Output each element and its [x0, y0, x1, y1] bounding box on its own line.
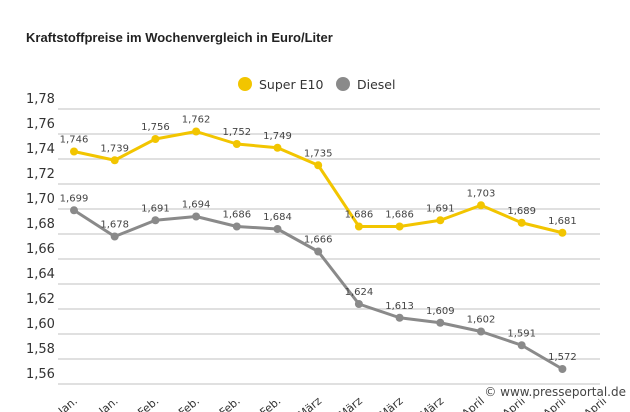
data-point: [477, 327, 485, 336]
data-label: 1,739: [100, 143, 129, 154]
data-label: 1,686: [385, 210, 414, 221]
data-label: 1,752: [222, 127, 251, 138]
data-label: 1,762: [182, 115, 211, 126]
y-tick-label: 1,72: [26, 167, 55, 182]
data-point: [395, 222, 404, 231]
y-tick-label: 1,66: [26, 242, 55, 257]
x-tick-label: Feb.: [135, 394, 161, 412]
data-label: 1,609: [426, 306, 455, 317]
data-point: [110, 156, 119, 165]
data-point: [354, 300, 363, 308]
data-point: [517, 218, 526, 227]
watermark: © www.presseportal.de: [484, 385, 626, 399]
y-tick-label: 1,70: [26, 192, 55, 207]
data-label: 1,684: [263, 212, 292, 223]
y-tick-label: 1,62: [26, 292, 55, 307]
legend-marker-1: [336, 77, 350, 91]
data-point: [395, 313, 404, 322]
y-tick-label: 1,78: [26, 92, 55, 107]
data-point: [192, 127, 201, 136]
data-point: [151, 216, 160, 225]
data-label: 1,624: [345, 287, 374, 298]
data-label: 1,691: [141, 203, 170, 214]
y-tick-label: 1,74: [26, 142, 55, 157]
data-point: [436, 318, 445, 327]
legend-marker-0: [238, 77, 252, 91]
x-tick-label: Jan.: [55, 394, 80, 412]
data-point: [273, 225, 282, 233]
data-label: 1,666: [304, 235, 333, 246]
data-label: 1,749: [263, 131, 292, 142]
data-point: [110, 232, 119, 241]
data-point: [232, 140, 241, 148]
x-tick-label: März: [336, 394, 365, 412]
data-label: 1,686: [345, 210, 374, 221]
data-label: 1,689: [507, 206, 536, 217]
y-tick-label: 1,58: [26, 342, 55, 357]
x-tick-label: April: [459, 394, 487, 412]
x-tick-label: März: [418, 394, 447, 412]
data-label: 1,572: [548, 352, 577, 363]
y-tick-label: 1,64: [26, 267, 55, 282]
y-tick-label: 1,68: [26, 217, 55, 232]
data-point: [151, 135, 160, 143]
data-label: 1,686: [222, 210, 251, 221]
data-point: [517, 341, 526, 350]
data-label: 1,613: [385, 301, 414, 312]
data-label: 1,756: [141, 122, 170, 133]
y-tick-label: 1,56: [26, 367, 55, 382]
x-tick-label: Feb.: [176, 394, 202, 412]
chart-title: Kraftstoffpreise im Wochenvergleich in E…: [26, 30, 333, 45]
data-label: 1,699: [60, 193, 89, 204]
data-point: [70, 147, 78, 156]
x-tick-label: Feb.: [217, 394, 243, 412]
x-tick-label: März: [295, 394, 324, 412]
data-point: [558, 365, 567, 373]
data-point: [192, 212, 201, 221]
x-tick-label: März: [377, 394, 406, 412]
data-point: [70, 206, 78, 215]
data-point: [314, 161, 323, 170]
data-label: 1,694: [182, 200, 211, 211]
y-tick-label: 1,60: [26, 317, 55, 332]
legend-label: Super E10: [259, 77, 323, 92]
data-label: 1,678: [100, 220, 129, 231]
data-point: [314, 247, 323, 256]
data-label: 1,681: [548, 216, 577, 227]
data-label: 1,591: [507, 328, 536, 339]
data-point: [558, 228, 567, 237]
data-label: 1,746: [60, 135, 89, 146]
data-label: 1,703: [467, 188, 496, 199]
data-point: [354, 222, 363, 231]
series-line-0: [73, 130, 563, 235]
data-label: 1,735: [304, 148, 333, 159]
x-tick-label: Jan.: [96, 394, 121, 412]
y-tick-label: 1,76: [26, 117, 55, 132]
data-label: 1,691: [426, 203, 455, 214]
data-point: [436, 216, 445, 225]
legend-label: Diesel: [357, 77, 395, 92]
data-label: 1,602: [467, 315, 496, 326]
data-point: [273, 143, 282, 152]
x-tick-label: Feb.: [257, 394, 283, 412]
data-point: [477, 201, 485, 210]
data-point: [232, 222, 241, 231]
